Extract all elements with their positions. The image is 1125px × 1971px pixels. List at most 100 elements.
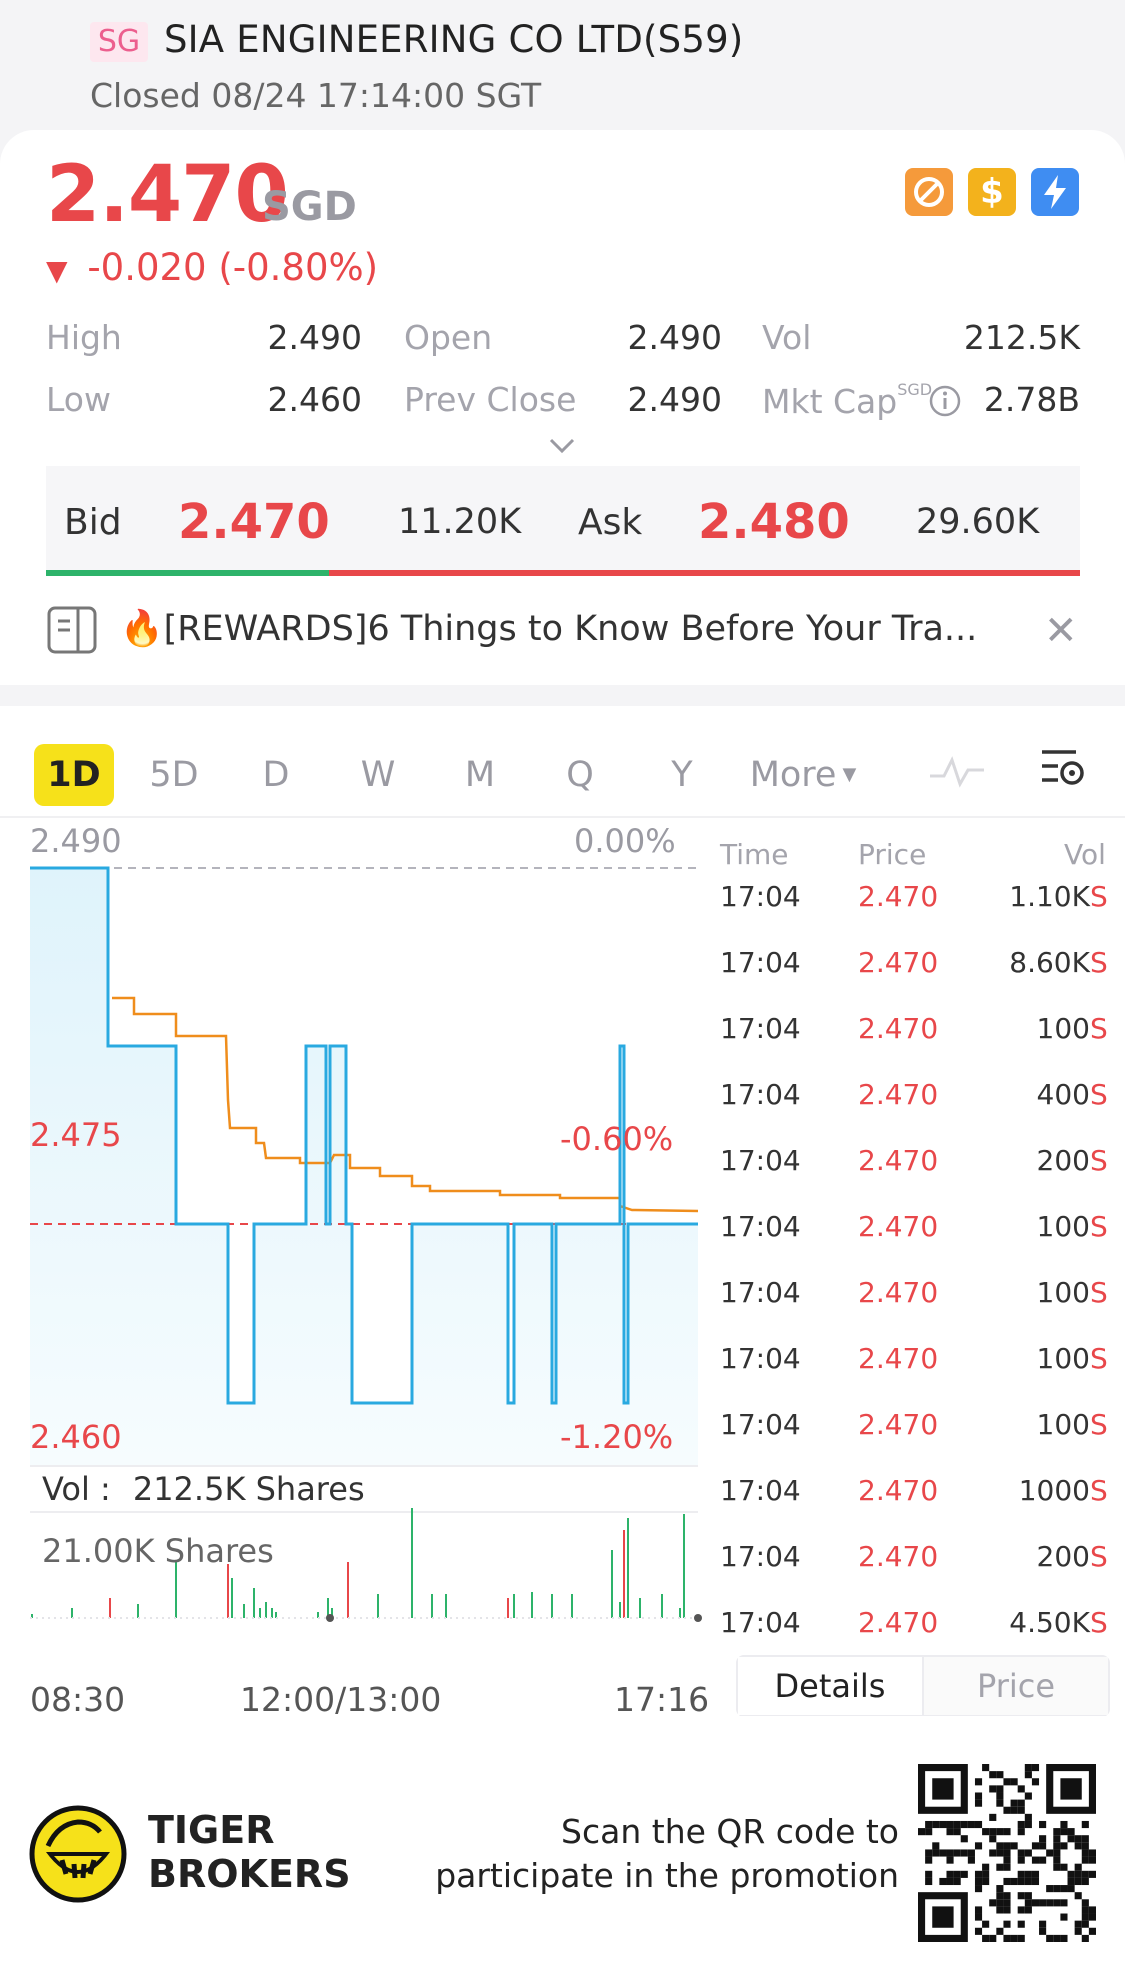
trade-time: 17:04 <box>720 1078 801 1111</box>
bid-ratio-bar <box>46 570 329 576</box>
trade-side: S <box>1090 1408 1108 1441</box>
price-change-value: -0.020 (-0.80%) <box>87 246 379 289</box>
trade-side: S <box>1090 1078 1108 1111</box>
trade-volume: 200 <box>1036 1144 1090 1177</box>
mkt-cap-unit: SGD <box>897 380 933 399</box>
indicator-icon[interactable] <box>928 752 986 796</box>
tab-q[interactable]: Q <box>566 755 594 795</box>
low-value: 2.460 <box>267 380 362 419</box>
intraday-chart[interactable] <box>0 818 710 1678</box>
volume-summary: Vol :212.5K Shares <box>42 1470 365 1508</box>
tab-w[interactable]: W <box>360 755 396 795</box>
promo-line-1: Scan the QR code to <box>561 1812 899 1851</box>
tab-more[interactable]: More ▼ <box>749 755 857 795</box>
trade-volume: 8.60K <box>1009 946 1090 979</box>
price-bottom-label: 2.460 <box>30 1418 122 1456</box>
news-banner[interactable] <box>0 592 1125 682</box>
last-price: 2.470 <box>46 150 289 240</box>
chart-panel <box>0 706 1125 1716</box>
low-label: Low <box>46 380 111 419</box>
trade-price: 2.470 <box>858 1078 939 1111</box>
lightning-icon[interactable] <box>1031 168 1079 216</box>
price-line <box>30 866 698 1405</box>
trade-side: S <box>1090 1012 1108 1045</box>
prev-close-value: 2.490 <box>627 380 722 419</box>
tab-y[interactable]: Y <box>671 755 693 795</box>
trade-volume: 200 <box>1036 1540 1090 1573</box>
trade-volume: 100 <box>1036 1012 1090 1045</box>
tab-5d[interactable]: 5D <box>149 755 199 795</box>
header <box>0 0 1125 140</box>
trade-time: 17:04 <box>720 1408 801 1441</box>
trades-time-header: Time <box>720 838 789 871</box>
trade-side: S <box>1090 946 1108 979</box>
trade-time: 17:04 <box>720 1606 801 1639</box>
trade-price: 2.470 <box>858 1144 939 1177</box>
trade-time: 17:04 <box>720 1342 801 1375</box>
price-mid-label: 2.475 <box>30 1116 122 1154</box>
trade-price: 2.470 <box>858 880 939 913</box>
trade-time: 17:04 <box>720 1012 801 1045</box>
pct-top-label: 0.00% <box>574 822 676 860</box>
time-mid-label: 12:00/13:00 <box>240 1680 442 1719</box>
price-area <box>30 868 698 1466</box>
price-tab[interactable]: Price <box>924 1657 1108 1715</box>
trade-side: S <box>1090 1474 1108 1507</box>
close-icon[interactable]: ✕ <box>1044 608 1078 654</box>
trade-volume: 100 <box>1036 1408 1090 1441</box>
tiger-logo <box>28 1804 128 1908</box>
average-price-line <box>112 996 699 1213</box>
chart-settings-icon[interactable] <box>1038 742 1088 796</box>
details-tab[interactable]: Details <box>738 1657 924 1715</box>
price-top-label: 2.490 <box>30 822 122 860</box>
currency: SGD <box>262 184 357 230</box>
trade-volume: 400 <box>1036 1078 1090 1111</box>
prev-close-label: Prev Close <box>404 380 577 419</box>
tab-1d[interactable]: 1D <box>34 744 114 806</box>
trade-time: 17:04 <box>720 946 801 979</box>
trade-time: 17:04 <box>720 1540 801 1573</box>
stock-title: SIA ENGINEERING CO LTD(S59) <box>164 18 744 61</box>
tab-d[interactable]: D <box>262 755 290 795</box>
trade-price: 2.470 <box>858 1606 939 1639</box>
open-label: Open <box>404 318 493 357</box>
bid-price: 2.470 <box>178 494 330 550</box>
volume-max-label: 21.00K Shares <box>42 1532 274 1570</box>
chevron-down-icon[interactable] <box>548 436 576 456</box>
info-icon[interactable] <box>928 384 962 422</box>
trade-side: S <box>1090 1210 1108 1243</box>
trade-side: S <box>1090 1144 1108 1177</box>
vol-value: 212.5K <box>963 318 1080 357</box>
trade-time: 17:04 <box>720 1276 801 1309</box>
ask-ratio-bar <box>329 570 1080 576</box>
trade-price: 2.470 <box>858 1342 939 1375</box>
brand-line-2: BROKERS <box>148 1852 351 1896</box>
trade-price: 2.470 <box>858 1408 939 1441</box>
time-end-label: 17:16 <box>614 1680 710 1719</box>
ask-price: 2.480 <box>698 494 850 550</box>
volume-bars <box>31 1508 685 1618</box>
trade-price: 2.470 <box>858 1540 939 1573</box>
pct-mid-label: -0.60% <box>560 1120 674 1158</box>
high-value: 2.490 <box>267 318 362 357</box>
pct-bottom-label: -1.20% <box>560 1418 674 1456</box>
trade-volume: 100 <box>1036 1342 1090 1375</box>
news-headline[interactable]: 🔥[REWARDS]6 Things to Know Before Your T… <box>120 609 978 649</box>
trade-volume: 1000 <box>1018 1474 1090 1507</box>
trades-segmented-control[interactable]: Details Price <box>736 1655 1110 1717</box>
trade-side: S <box>1090 880 1108 913</box>
brand-line-1: TIGER <box>148 1808 275 1852</box>
dollar-icon[interactable]: $ <box>968 168 1016 216</box>
trade-side: S <box>1090 1342 1108 1375</box>
trade-price: 2.470 <box>858 1276 939 1309</box>
trade-volume: 100 <box>1036 1276 1090 1309</box>
trade-price: 2.470 <box>858 1474 939 1507</box>
trade-volume: 1.10K <box>1009 880 1090 913</box>
tab-m[interactable]: M <box>464 755 496 795</box>
promo-line-2: participate in the promotion <box>435 1856 899 1895</box>
market-badge: SG <box>90 22 148 62</box>
trades-price-header: Price <box>858 838 927 871</box>
no-short-icon[interactable] <box>905 168 953 216</box>
mkt-cap-label: Mkt CapSGD <box>762 380 933 421</box>
trade-volume: 100 <box>1036 1210 1090 1243</box>
